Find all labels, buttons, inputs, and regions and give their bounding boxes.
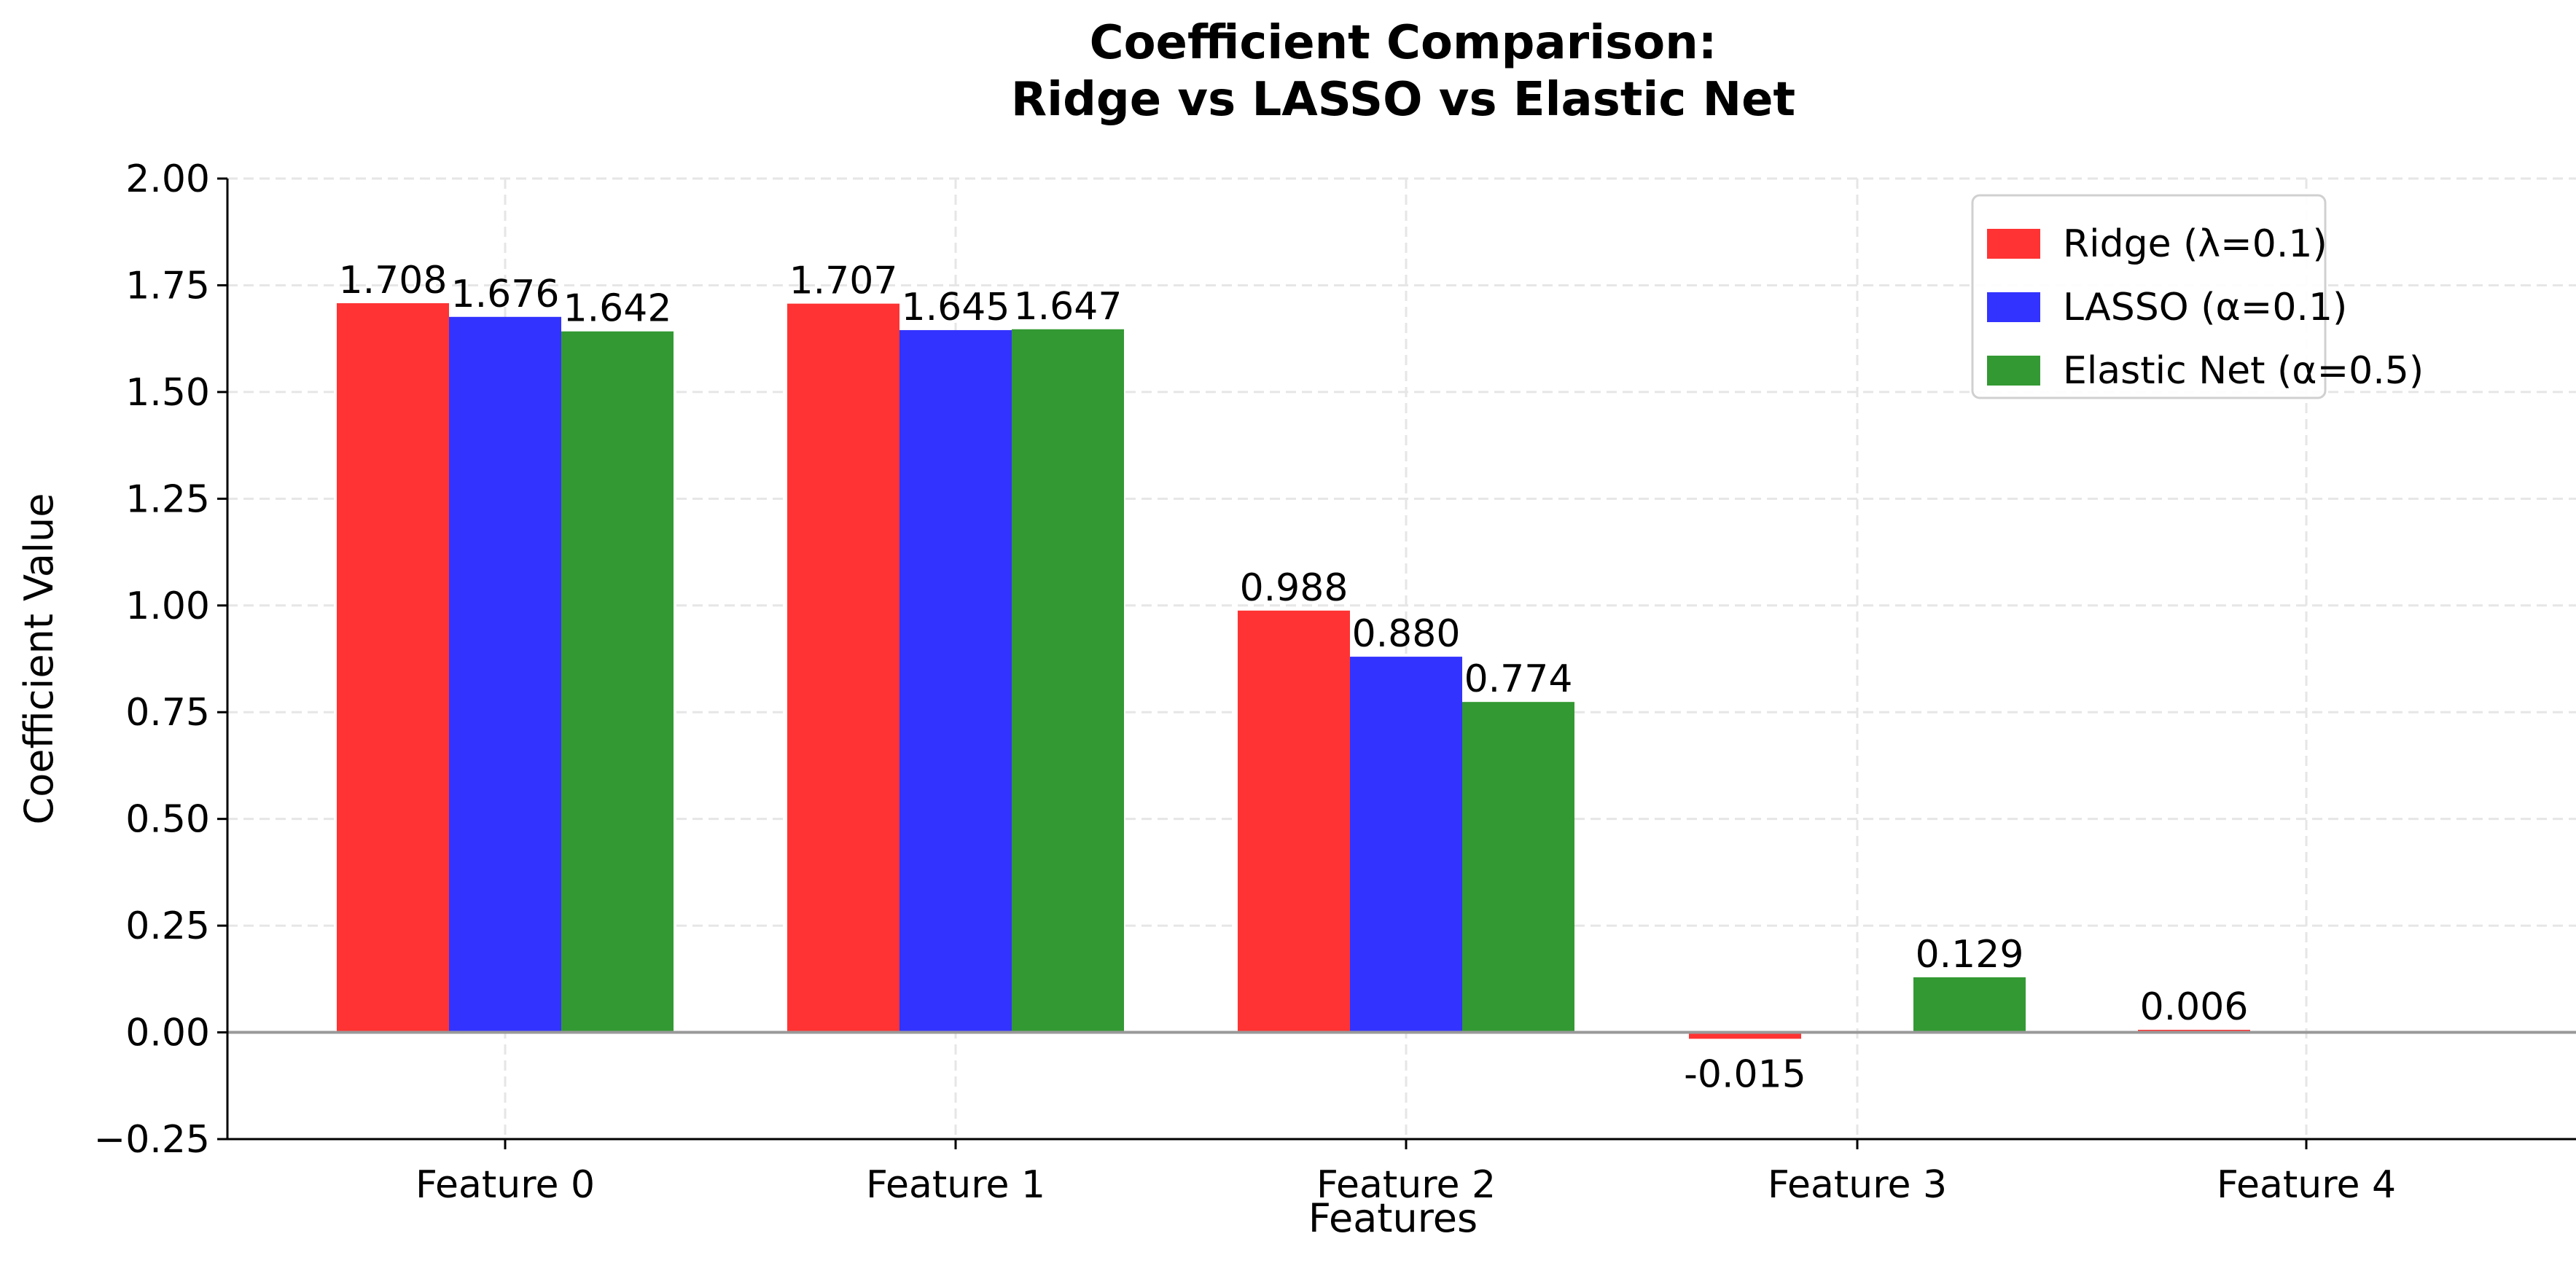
bar-0-2 — [1238, 610, 1350, 1033]
bar-0-0 — [337, 303, 449, 1033]
y-tick-label: 0.00 — [125, 1012, 210, 1055]
x-axis-ticks: Feature 0 Feature 1 Feature 2 Feature 3 Feat… — [415, 1139, 2396, 1207]
bar-value-label: 1.647 — [1014, 285, 1123, 329]
bar-1-2 — [1350, 657, 1462, 1033]
bar-0-3 — [1689, 1032, 1801, 1039]
bar-value-label: 1.676 — [451, 273, 560, 316]
y-tick-label: 1.75 — [125, 264, 210, 308]
legend-box — [1971, 194, 2327, 399]
y-tick-label: 0.25 — [125, 904, 210, 948]
bar-value-label: 1.642 — [563, 287, 672, 331]
bar-value-labels: 1.708 1.707 0.988 -0.015 0.006 1.676 1.645 0.88… — [339, 259, 2249, 1096]
x-axis-label: Features — [1308, 1195, 1478, 1241]
legend-swatch-1 — [1987, 292, 2040, 322]
bar-1-1 — [899, 329, 1012, 1033]
legend-label: Elastic Net (α=0.5) — [2063, 349, 2424, 393]
y-axis-label: Coefficient Value — [16, 493, 62, 825]
bar-2-3 — [1913, 977, 2026, 1033]
legend-label: Ridge (λ=0.1) — [2063, 222, 2327, 266]
legend-label: LASSO (α=0.1) — [2063, 286, 2347, 329]
bar-value-label: 0.129 — [1916, 933, 2024, 977]
y-tick-label: 1.00 — [125, 584, 210, 628]
x-tick-label: Feature 1 — [866, 1163, 1045, 1207]
y-tick-label: 1.50 — [125, 371, 210, 415]
legend-swatch-2 — [1987, 356, 2040, 386]
bar-2-0 — [561, 331, 674, 1033]
bar-value-label: 0.006 — [2140, 985, 2249, 1029]
bar-value-label: 0.880 — [1352, 612, 1461, 656]
bar-value-label: -0.015 — [1684, 1052, 1806, 1096]
x-tick-label: Feature 4 — [2217, 1163, 2396, 1207]
axes — [226, 179, 2576, 1141]
x-tick-label: Feature 3 — [1768, 1163, 1947, 1207]
y-tick-label: 2.00 — [125, 157, 210, 201]
bar-2-2 — [1462, 702, 1574, 1033]
y-axis-ticks: −0.25 0.00 0.25 0.50 0.75 1.00 1.25 1.50 1.75 2.0… — [94, 157, 227, 1162]
bar-2-1 — [1012, 329, 1124, 1033]
bars — [337, 303, 2250, 1039]
y-tick-label: 0.75 — [125, 691, 210, 735]
y-tick-label: 1.25 — [125, 477, 210, 521]
legend: Ridge (λ=0.1) LASSO (α=0.1) Elastic Net (α… — [1971, 194, 2424, 399]
bar-value-label: 1.707 — [789, 259, 898, 303]
chart-title: Coefficient Comparison:Ridge vs LASSO vs… — [1011, 16, 1795, 127]
y-tick-label: 0.50 — [125, 798, 210, 842]
x-tick-label: Feature 0 — [415, 1163, 595, 1207]
x-tick-label: Feature 2 — [1316, 1163, 1496, 1207]
bar-1-0 — [449, 316, 561, 1033]
y-tick-label: −0.25 — [94, 1118, 210, 1162]
bar-value-label: 0.774 — [1464, 657, 1573, 701]
bar-value-label: 1.708 — [339, 259, 448, 302]
chart-title-line: Coefficient Comparison: — [1090, 16, 1717, 70]
bar-value-label: 0.988 — [1240, 566, 1349, 610]
legend-swatch-0 — [1987, 229, 2040, 259]
chart-title-line: Ridge vs LASSO vs Elastic Net — [1011, 73, 1795, 127]
bar-value-label: 1.645 — [902, 286, 1010, 329]
bar-0-1 — [787, 303, 899, 1033]
